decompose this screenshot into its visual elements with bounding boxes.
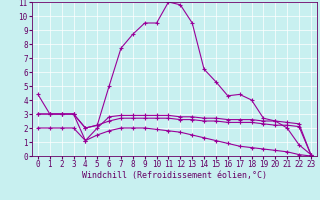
X-axis label: Windchill (Refroidissement éolien,°C): Windchill (Refroidissement éolien,°C) bbox=[82, 171, 267, 180]
